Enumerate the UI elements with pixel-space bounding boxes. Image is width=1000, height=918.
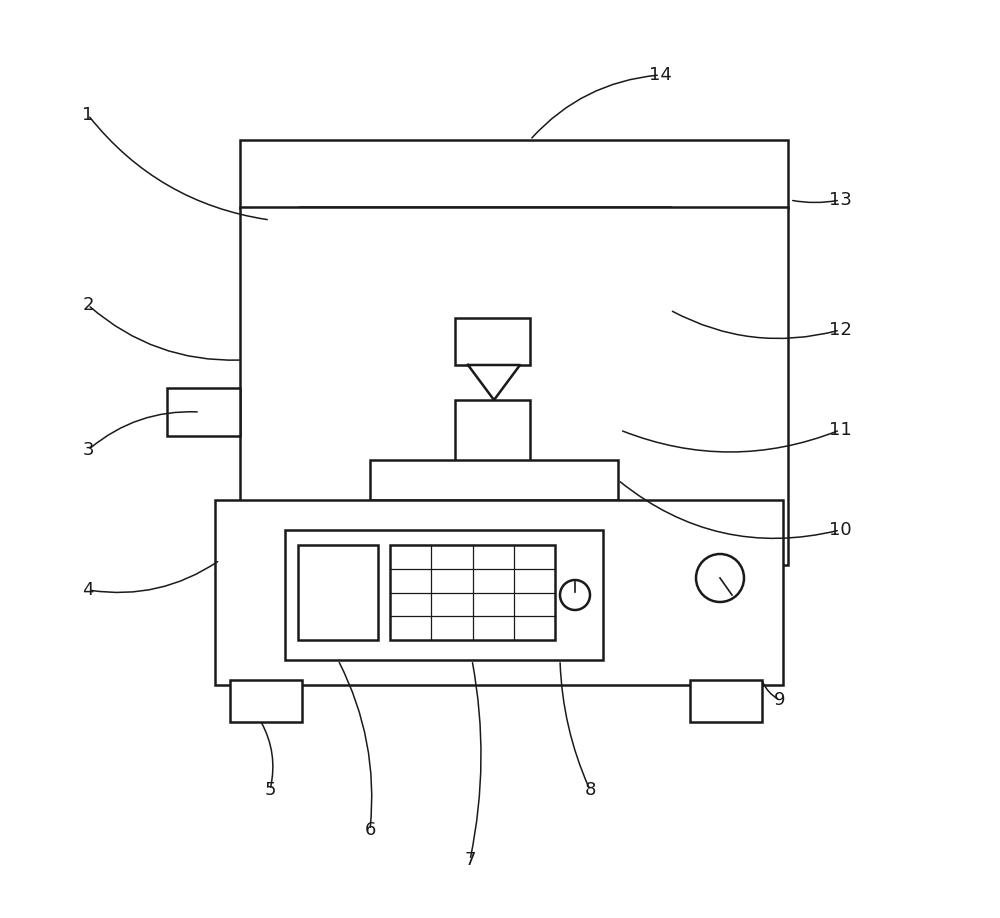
Bar [230,680,302,722]
Text: 1: 1 [82,106,94,124]
Polygon shape [468,365,520,400]
Bar [215,500,783,685]
Bar [690,680,762,722]
Text: 5: 5 [264,781,276,799]
Text: 4: 4 [82,581,94,599]
Bar [400,212,558,320]
Text: 9: 9 [774,691,786,709]
Bar [285,530,603,660]
Bar [300,207,670,327]
Text: 6: 6 [364,821,376,839]
Text: 7: 7 [464,851,476,869]
Text: 11: 11 [829,421,851,439]
Text: 10: 10 [829,521,851,539]
Bar [370,460,618,500]
Bar [240,207,788,565]
Bar [240,140,788,208]
Bar [298,545,378,640]
Text: 3: 3 [82,441,94,459]
Text: 13: 13 [829,191,851,209]
Bar [167,388,240,436]
Text: 8: 8 [584,781,596,799]
Bar [455,318,530,365]
Bar [390,545,555,640]
Text: 14: 14 [649,66,671,84]
Bar [455,400,530,462]
Text: 2: 2 [82,296,94,314]
Text: 12: 12 [829,321,851,339]
